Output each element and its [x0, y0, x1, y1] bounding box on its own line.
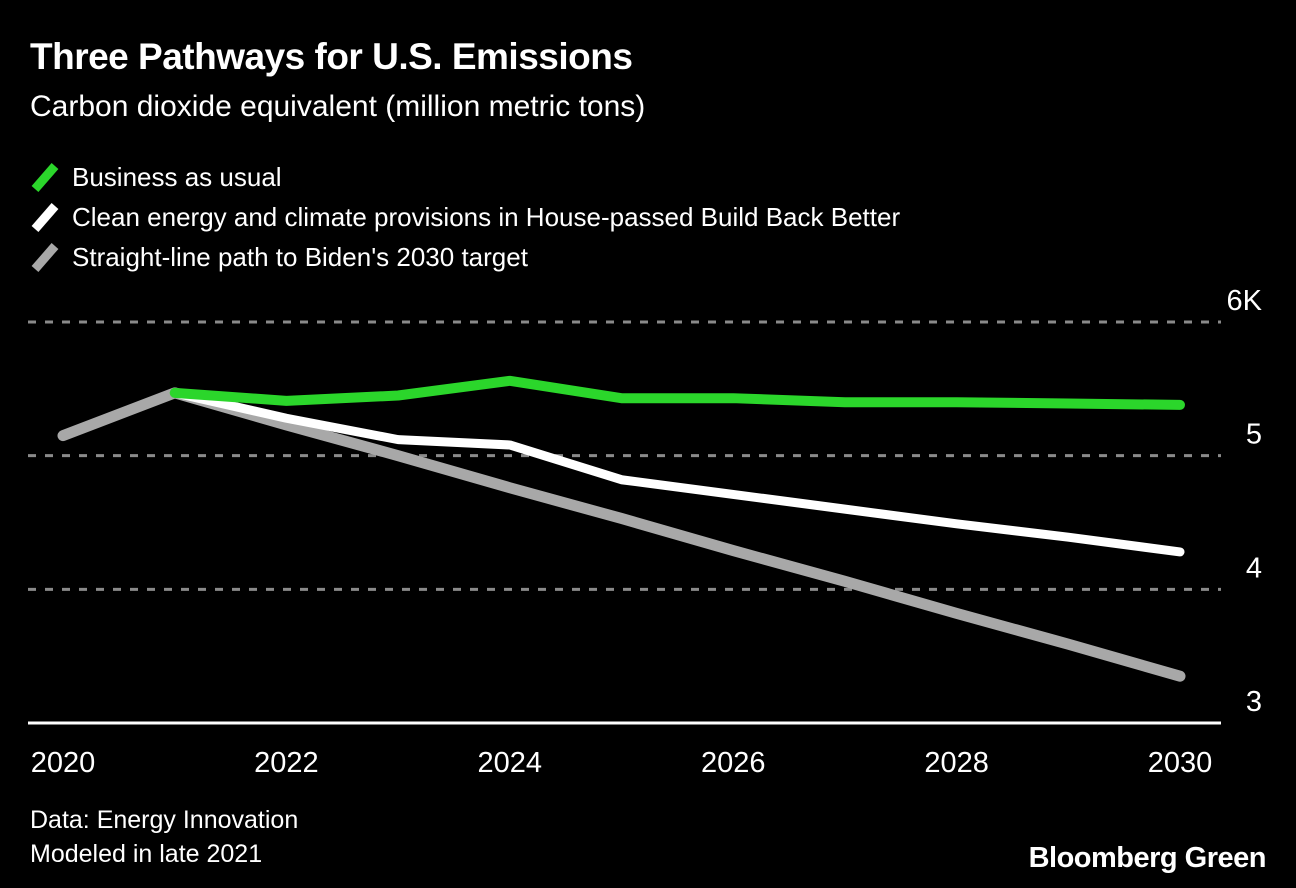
x-tick-label: 2022 [254, 747, 319, 779]
x-tick-label: 2026 [701, 747, 766, 779]
y-tick-label: 4 [1246, 552, 1262, 584]
y-tick-label: 6K [1227, 285, 1263, 317]
x-tick-label: 2028 [924, 747, 989, 779]
legend: Business as usual Clean energy and clima… [30, 162, 900, 273]
chart-title: Three Pathways for U.S. Emissions [30, 36, 633, 77]
legend-label-build-back-better: Clean energy and climate provisions in H… [72, 202, 901, 232]
x-tick-label: 2024 [478, 747, 543, 779]
legend-label-biden-target: Straight-line path to Biden's 2030 targe… [72, 242, 528, 272]
x-tick-label: 2030 [1148, 747, 1213, 779]
green-slash-icon [31, 162, 59, 192]
legend-item-business-as-usual: Business as usual [30, 162, 900, 193]
source-line-2: Modeled in late 2021 [30, 840, 263, 868]
y-tick-label: 5 [1246, 419, 1262, 451]
chart-subtitle: Carbon dioxide equivalent (million metri… [30, 90, 646, 123]
white-slash-icon [31, 202, 59, 232]
source-line-1: Data: Energy Innovation [30, 806, 299, 834]
legend-item-biden-target: Straight-line path to Biden's 2030 targe… [30, 242, 900, 273]
legend-label-business-as-usual: Business as usual [72, 162, 282, 192]
source-note: Data: Energy Innovation Modeled in late … [30, 803, 298, 871]
y-tick-label: 3 [1246, 686, 1262, 718]
series-line-business-as-usual [169, 375, 1185, 410]
legend-item-build-back-better: Clean energy and climate provisions in H… [30, 202, 900, 233]
series-line-build-back-better [170, 388, 1185, 557]
gray-slash-icon [31, 242, 59, 272]
x-tick-label: 2020 [31, 747, 96, 779]
bloomberg-green-logo: Bloomberg Green [1028, 842, 1267, 874]
